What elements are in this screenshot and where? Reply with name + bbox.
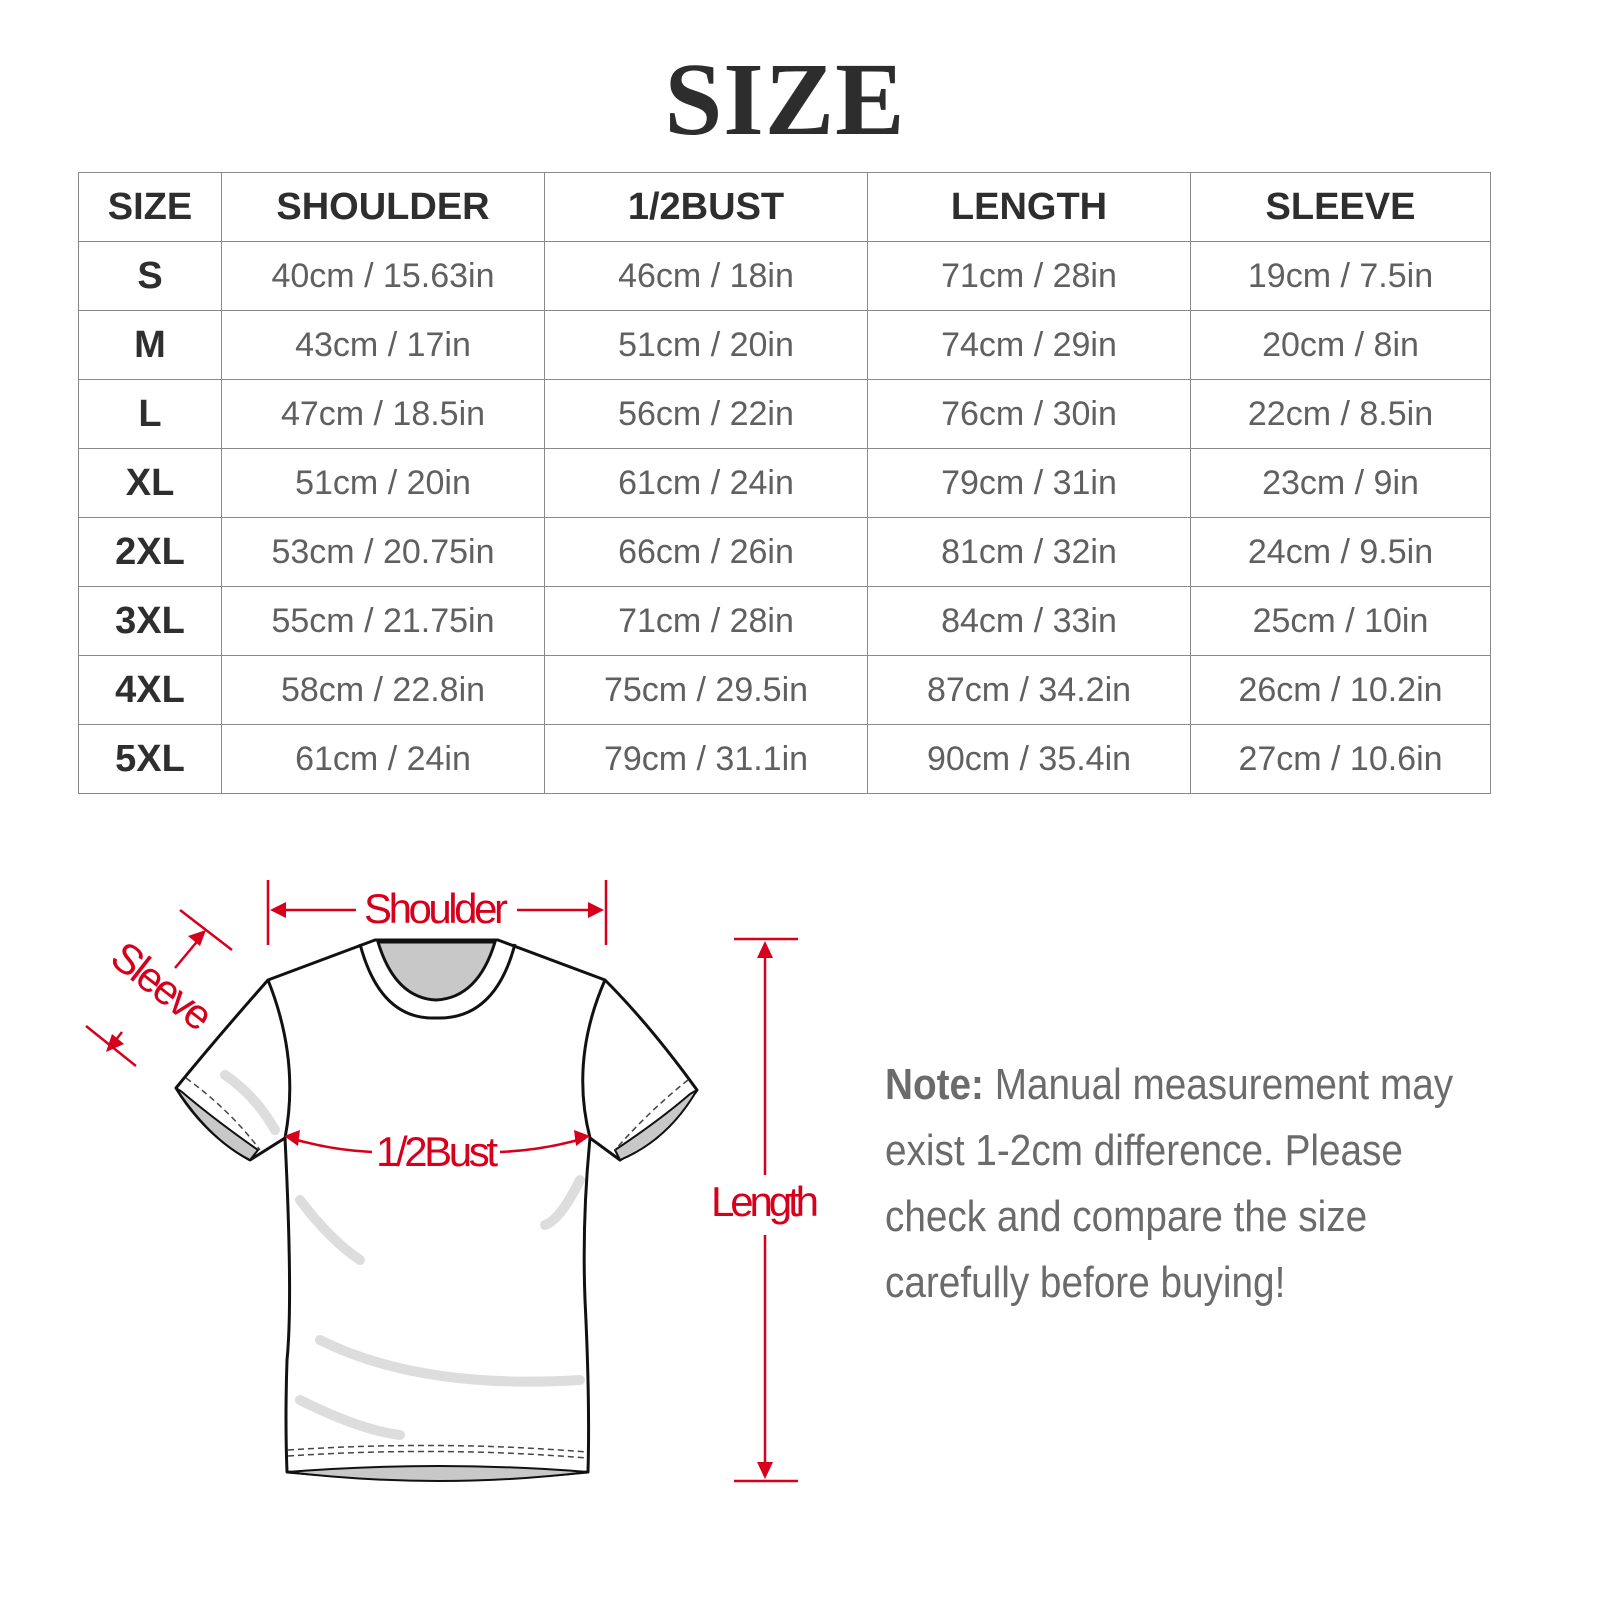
- measurement-cell: 27cm / 10.6in: [1190, 724, 1491, 794]
- size-cell: 5XL: [78, 724, 222, 794]
- measurement-cell: 79cm / 31.1in: [544, 724, 868, 794]
- sleeve-label: Sleeve: [102, 932, 222, 1040]
- measurement-cell: 90cm / 35.4in: [867, 724, 1191, 794]
- table-row: XL 51cm / 20in 61cm / 24in 79cm / 31in 23cm …: [78, 448, 1491, 518]
- fabric-shading: [220, 1070, 585, 1440]
- column-header-size: SIZE: [78, 172, 222, 242]
- column-header-1-2bust: 1/2BUST: [544, 172, 868, 242]
- measurement-arrows: [85, 880, 798, 1483]
- size-cell: S: [78, 241, 222, 311]
- size-cell: XL: [78, 448, 222, 518]
- size-cell: 3XL: [78, 586, 222, 656]
- table-row: 3XL 55cm / 21.75in 71cm / 28in 84cm / 33in 2…: [78, 586, 1491, 656]
- page-title: SIZE: [664, 42, 906, 157]
- measurement-cell: 61cm / 24in: [221, 724, 545, 794]
- table-header-row: SIZE SHOULDER 1/2BUST LENGTH SLEEVE: [78, 172, 1491, 242]
- bust-label: 1/2Bust: [376, 1128, 498, 1175]
- size-cell: 4XL: [78, 655, 222, 725]
- size-cell: L: [78, 379, 222, 449]
- measurement-cell: 66cm / 26in: [544, 517, 868, 587]
- measurement-cell: 22cm / 8.5in: [1190, 379, 1491, 449]
- measurement-cell: 19cm / 7.5in: [1190, 241, 1491, 311]
- measurement-cell: 61cm / 24in: [544, 448, 868, 518]
- measurement-cell: 71cm / 28in: [867, 241, 1191, 311]
- table-row: M 43cm / 17in 51cm / 20in 74cm / 29in 20cm /…: [78, 310, 1491, 380]
- table-row: 5XL 61cm / 24in 79cm / 31.1in 90cm / 35.4in…: [78, 724, 1491, 794]
- measurement-cell: 43cm / 17in: [221, 310, 545, 380]
- measurement-cell: 24cm / 9.5in: [1190, 517, 1491, 587]
- measurement-cell: 81cm / 32in: [867, 517, 1191, 587]
- measurement-cell: 51cm / 20in: [544, 310, 868, 380]
- note-label: Note:: [885, 1060, 984, 1109]
- tshirt-illustration: [174, 938, 699, 1482]
- shoulder-label: Shoulder: [364, 885, 508, 932]
- length-label: Length: [711, 1178, 819, 1225]
- table-row: L 47cm / 18.5in 56cm / 22in 76cm / 30in 22cm…: [78, 379, 1491, 449]
- column-header-sleeve: SLEEVE: [1190, 172, 1491, 242]
- measurement-cell: 23cm / 9in: [1190, 448, 1491, 518]
- table-row: 4XL 58cm / 22.8in 75cm / 29.5in 87cm / 34.2…: [78, 655, 1491, 725]
- measurement-cell: 58cm / 22.8in: [221, 655, 545, 725]
- measurement-cell: 25cm / 10in: [1190, 586, 1491, 656]
- measurement-cell: 51cm / 20in: [221, 448, 545, 518]
- table-row: S 40cm / 15.63in 46cm / 18in 71cm / 28in 19c…: [78, 241, 1491, 311]
- measurement-cell: 55cm / 21.75in: [221, 586, 545, 656]
- measurement-cell: 74cm / 29in: [867, 310, 1191, 380]
- column-header-length: LENGTH: [867, 172, 1191, 242]
- measurement-cell: 84cm / 33in: [867, 586, 1191, 656]
- note-body: Manual measurement may exist 1-2cm diffe…: [885, 1060, 1454, 1307]
- measurement-cell: 20cm / 8in: [1190, 310, 1491, 380]
- measurement-cell: 53cm / 20.75in: [221, 517, 545, 587]
- note-text: Note: Manual measurement may exist 1-2cm…: [885, 1052, 1501, 1316]
- measurement-cell: 71cm / 28in: [544, 586, 868, 656]
- size-table: SIZE SHOULDER 1/2BUST LENGTH SLEEVE S 40cm / …: [78, 172, 1491, 794]
- measurement-cell: 26cm / 10.2in: [1190, 655, 1491, 725]
- measurement-cell: 56cm / 22in: [544, 379, 868, 449]
- measurement-cell: 46cm / 18in: [544, 241, 868, 311]
- measurement-cell: 76cm / 30in: [867, 379, 1191, 449]
- measurement-cell: 40cm / 15.63in: [221, 241, 545, 311]
- size-cell: M: [78, 310, 222, 380]
- measurement-cell: 75cm / 29.5in: [544, 655, 868, 725]
- table-row: 2XL 53cm / 20.75in 66cm / 26in 81cm / 32in 2…: [78, 517, 1491, 587]
